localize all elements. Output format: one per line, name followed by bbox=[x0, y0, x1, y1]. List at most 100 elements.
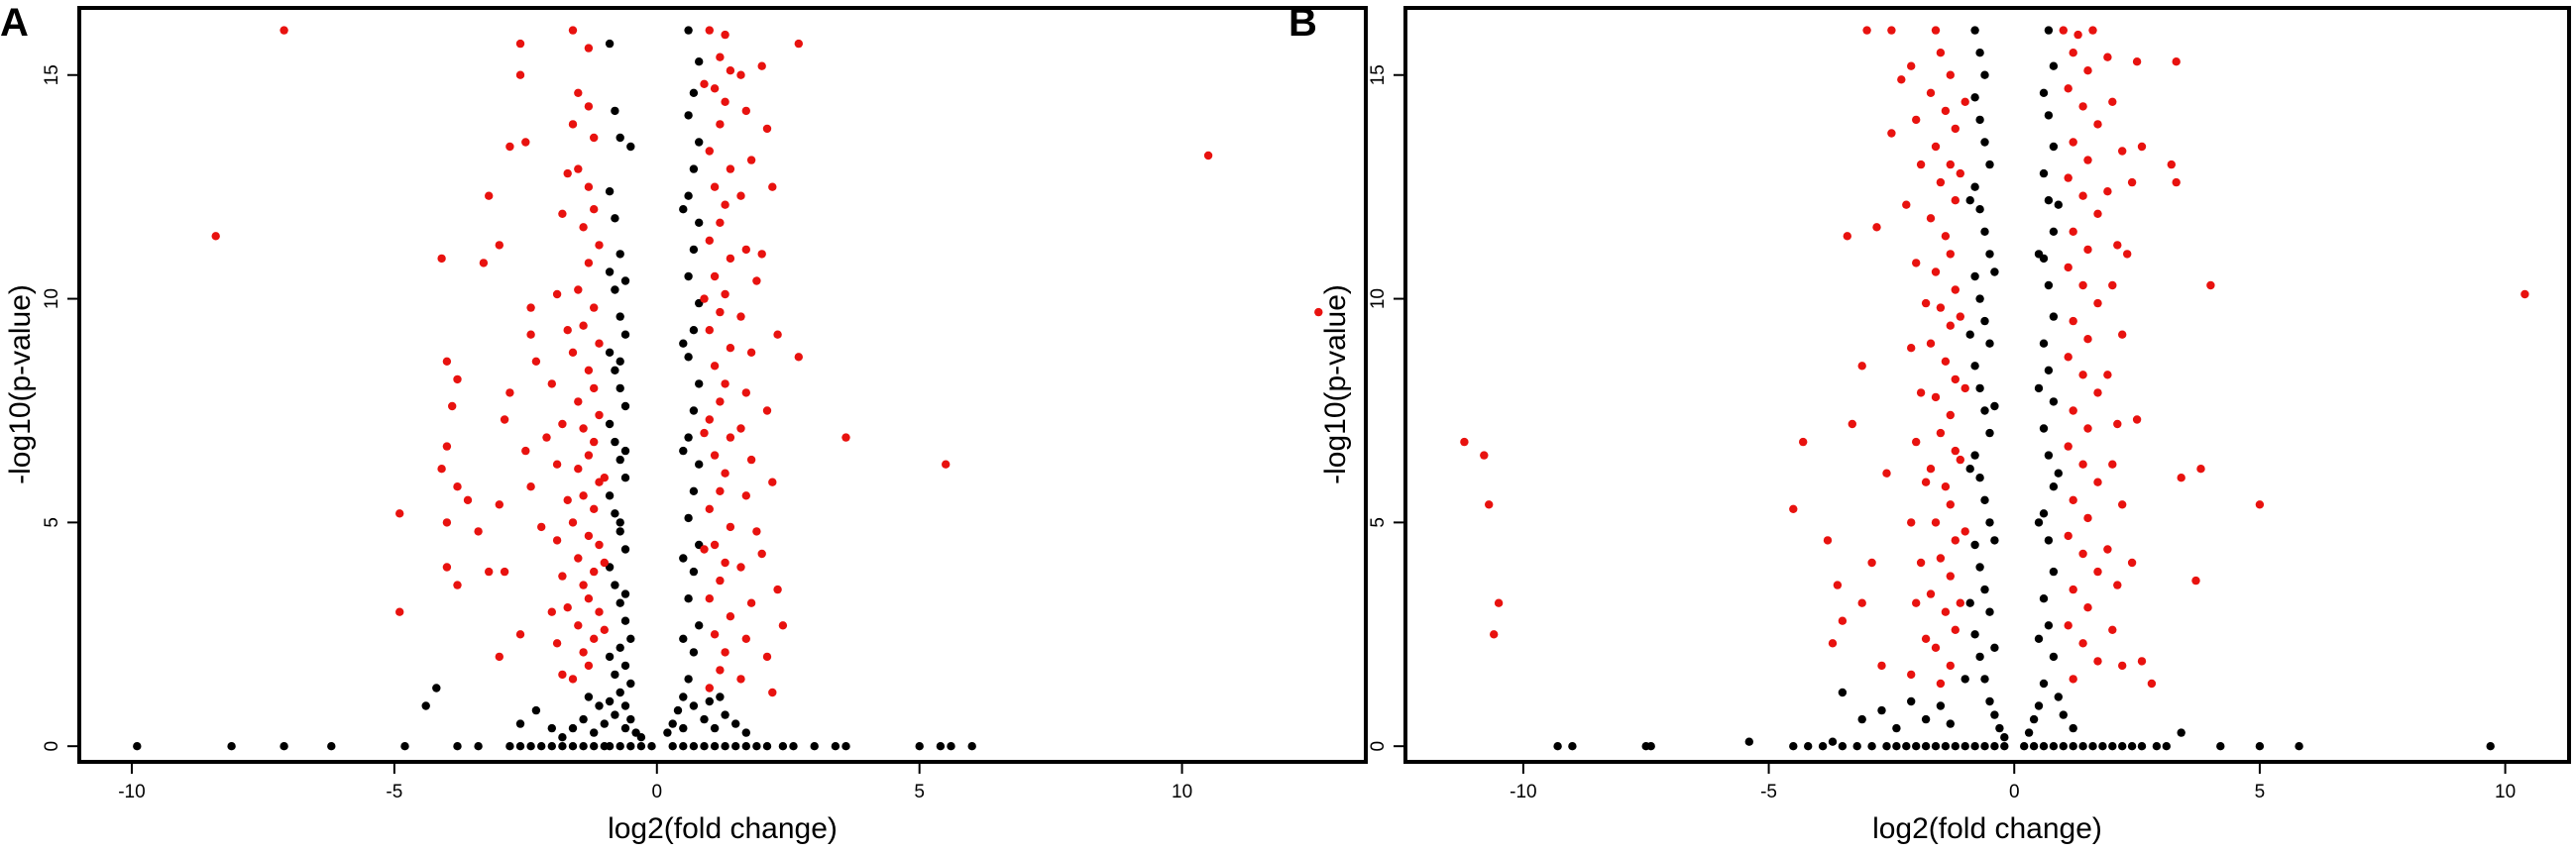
significant-point bbox=[2073, 30, 2082, 40]
not-significant-point bbox=[2000, 733, 2009, 742]
not-significant-point bbox=[515, 742, 525, 751]
not-significant-point bbox=[689, 486, 699, 495]
not-significant-point bbox=[679, 205, 688, 214]
significant-point bbox=[2078, 102, 2087, 111]
significant-point bbox=[568, 675, 578, 684]
not-significant-point bbox=[1985, 160, 1994, 169]
significant-point bbox=[2069, 227, 2077, 236]
significant-point bbox=[1960, 527, 1969, 536]
significant-point bbox=[2127, 558, 2137, 568]
not-significant-point bbox=[668, 719, 677, 728]
not-significant-point bbox=[762, 742, 772, 751]
not-significant-point bbox=[1877, 705, 1886, 715]
not-significant-point bbox=[2049, 482, 2059, 491]
not-significant-point bbox=[432, 684, 441, 693]
not-significant-point bbox=[741, 728, 750, 737]
not-significant-point bbox=[400, 742, 409, 751]
significant-point bbox=[762, 124, 772, 134]
significant-point bbox=[726, 254, 735, 264]
significant-point bbox=[453, 581, 462, 589]
not-significant-point bbox=[1970, 26, 1979, 35]
significant-point bbox=[1203, 151, 1213, 160]
significant-point bbox=[2064, 84, 2072, 93]
significant-point bbox=[1494, 598, 1504, 607]
significant-point bbox=[705, 236, 714, 245]
not-significant-point bbox=[1965, 330, 1974, 339]
not-significant-point bbox=[689, 567, 699, 577]
significant-point bbox=[495, 500, 504, 509]
significant-point bbox=[1838, 616, 1848, 625]
significant-point bbox=[442, 357, 452, 366]
not-significant-point bbox=[227, 742, 236, 751]
significant-point bbox=[1946, 410, 1956, 420]
not-significant-point bbox=[2069, 723, 2077, 733]
significant-point bbox=[2255, 500, 2265, 509]
significant-point bbox=[1946, 250, 1956, 259]
not-significant-point bbox=[636, 733, 646, 742]
not-significant-point bbox=[695, 460, 704, 469]
not-significant-point bbox=[1892, 742, 1901, 751]
significant-point bbox=[710, 540, 720, 550]
significant-point bbox=[768, 478, 777, 486]
significant-point bbox=[479, 259, 489, 267]
not-significant-point bbox=[1646, 742, 1655, 751]
significant-point bbox=[568, 120, 578, 129]
not-significant-point bbox=[611, 509, 619, 518]
not-significant-point bbox=[679, 693, 688, 701]
significant-point bbox=[1926, 589, 1936, 598]
significant-point bbox=[505, 142, 514, 152]
not-significant-point bbox=[689, 701, 699, 710]
significant-point bbox=[2191, 576, 2200, 586]
significant-point bbox=[741, 388, 750, 397]
not-significant-point bbox=[547, 742, 556, 751]
not-significant-point bbox=[2044, 280, 2054, 290]
significant-point bbox=[2093, 478, 2102, 486]
not-significant-point bbox=[605, 652, 615, 662]
not-significant-point bbox=[1892, 723, 1901, 733]
significant-point bbox=[705, 684, 714, 693]
not-significant-point bbox=[2054, 469, 2063, 478]
not-significant-point bbox=[620, 276, 630, 285]
not-significant-point bbox=[1912, 742, 1921, 751]
significant-point bbox=[1912, 115, 1921, 125]
not-significant-point bbox=[616, 250, 624, 259]
significant-point bbox=[474, 527, 483, 536]
significant-point bbox=[515, 70, 525, 79]
significant-point bbox=[2127, 177, 2137, 187]
significant-point bbox=[2147, 679, 2157, 689]
not-significant-point bbox=[947, 742, 955, 751]
not-significant-point bbox=[611, 710, 619, 719]
significant-point bbox=[1941, 106, 1951, 116]
significant-point bbox=[705, 147, 714, 156]
significant-point bbox=[395, 509, 404, 518]
significant-point bbox=[1912, 598, 1921, 607]
significant-point bbox=[2103, 371, 2112, 379]
significant-point bbox=[762, 652, 772, 662]
significant-point bbox=[574, 465, 583, 474]
significant-point bbox=[721, 469, 729, 478]
significant-point bbox=[705, 594, 714, 603]
significant-point bbox=[2132, 57, 2142, 66]
significant-point bbox=[1931, 142, 1941, 152]
significant-point bbox=[700, 79, 709, 89]
scatter-points-a bbox=[133, 26, 1323, 751]
significant-point bbox=[1951, 196, 1960, 205]
significant-point bbox=[1946, 572, 1956, 581]
not-significant-point bbox=[1980, 675, 1989, 684]
significant-point bbox=[1862, 26, 1871, 35]
significant-point bbox=[579, 648, 588, 657]
significant-point bbox=[2069, 495, 2077, 504]
not-significant-point bbox=[1985, 428, 1994, 438]
significant-point bbox=[1926, 88, 1936, 98]
significant-point bbox=[1872, 223, 1881, 232]
significant-point bbox=[721, 30, 729, 40]
significant-point bbox=[705, 415, 714, 424]
significant-point bbox=[568, 518, 578, 527]
not-significant-point bbox=[2069, 742, 2077, 751]
significant-point bbox=[1931, 26, 1941, 35]
not-significant-point bbox=[605, 267, 615, 276]
significant-point bbox=[2064, 621, 2072, 630]
not-significant-point bbox=[620, 474, 630, 482]
significant-point bbox=[1926, 214, 1936, 223]
